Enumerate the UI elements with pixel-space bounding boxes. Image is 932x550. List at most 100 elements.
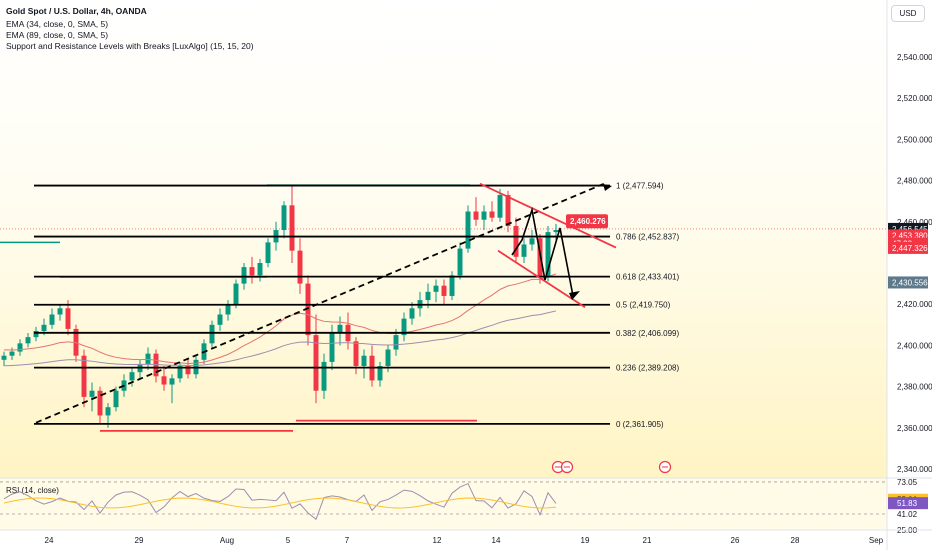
candle-body — [457, 248, 463, 276]
channel-lower-line — [497, 249, 586, 309]
channel-upper-line — [479, 182, 617, 249]
currency-button[interactable]: USD — [891, 5, 925, 22]
price-tick-label: 2,360.000 — [897, 424, 932, 433]
price-tick-label: 2,400.000 — [897, 341, 932, 350]
candle-body — [289, 205, 295, 251]
candle-body — [105, 407, 111, 416]
fib-level-label: 0 (2,361.905) — [616, 420, 664, 429]
candle-body — [513, 225, 519, 257]
candle-body — [313, 335, 319, 391]
candle-body — [465, 211, 471, 249]
fib-level-label: 1 (2,477.594) — [616, 182, 664, 191]
time-tick-label: 26 — [731, 536, 740, 545]
candle-body — [145, 353, 151, 364]
candle-body — [521, 244, 527, 257]
fib-level-label: 0.5 (2,419.750) — [616, 301, 671, 310]
candle-body — [321, 361, 327, 391]
candle-body — [409, 308, 415, 319]
axis-price-label: 2,456.545 — [892, 225, 928, 234]
time-tick-label: 7 — [345, 536, 350, 545]
time-tick-label: Sep — [869, 536, 884, 545]
ema89-line — [3, 310, 557, 367]
price-tick-label: 2,460.000 — [897, 218, 932, 227]
candle-body — [89, 390, 95, 397]
candle-body — [433, 285, 439, 292]
candle-body — [393, 335, 399, 350]
fib-level-label: 0.786 (2,452.837) — [616, 233, 679, 242]
fib-level-label: 0.236 (2,389.208) — [616, 364, 679, 373]
candle-body — [49, 314, 55, 325]
time-tick-label: 21 — [643, 536, 652, 545]
fib-level-label: 0.382 (2,406.099) — [616, 329, 679, 338]
time-tick-label: 29 — [135, 536, 144, 545]
candle-body — [1, 355, 7, 360]
rsi-title: RSI (14, close) — [6, 486, 59, 495]
time-tick-label: 14 — [492, 536, 501, 545]
candle-body — [249, 267, 255, 276]
candle-body — [553, 230, 559, 233]
rsi-ma-line — [3, 497, 557, 509]
candle-body — [337, 324, 343, 334]
rsi-tick-label: 41.02 — [897, 510, 918, 519]
candle-body — [113, 390, 119, 408]
candle-body — [177, 366, 183, 379]
candle-body — [385, 349, 391, 366]
ema89-legend[interactable]: EMA (89, close, 0, SMA, 5) — [6, 30, 109, 40]
candle-body — [305, 283, 311, 336]
candle-body — [57, 308, 63, 315]
price-tick-label: 2,340.000 — [897, 465, 932, 474]
trendline-dashed — [35, 182, 605, 424]
candle-body — [281, 205, 287, 231]
time-tick-label: 28 — [791, 536, 800, 545]
projection-arrowhead — [569, 291, 580, 300]
sr-levels-legend[interactable]: Support and Resistance Levels with Break… — [6, 41, 254, 51]
candle-body — [297, 250, 303, 284]
annotation-price: 2,460.276 — [570, 217, 606, 226]
rsi-tick-label: 73.05 — [897, 478, 918, 487]
candle-body — [33, 330, 39, 338]
candle-body — [257, 263, 263, 276]
candle-body — [169, 378, 175, 385]
candle-body — [25, 337, 31, 344]
axis-price-label-box — [888, 241, 928, 254]
candle-body — [217, 314, 223, 325]
time-tick-label: 19 — [581, 536, 590, 545]
candle-body — [225, 304, 231, 315]
candle-body — [537, 238, 543, 278]
rsi-value-label: 51.83 — [897, 499, 918, 508]
candle-body — [497, 195, 503, 218]
price-tick-label: 2,540.000 — [897, 53, 932, 62]
price-tick-label: 2,380.000 — [897, 383, 932, 392]
symbol-title[interactable]: Gold Spot / U.S. Dollar, 4h, OANDA — [6, 6, 147, 16]
axis-price-label: 2,453.380 — [892, 231, 928, 240]
candle-body — [97, 390, 103, 416]
ema34-line — [3, 273, 557, 364]
candle-body — [81, 355, 87, 397]
candle-body — [425, 291, 431, 301]
axis-price-label-box — [888, 276, 928, 289]
candle-body — [65, 308, 71, 329]
candle-body — [233, 283, 239, 305]
chart-background — [0, 0, 887, 478]
price-tick-label: 2,520.000 — [897, 94, 932, 103]
time-tick-label: 12 — [433, 536, 442, 545]
candle-body — [473, 211, 479, 220]
rsi-background — [0, 478, 887, 530]
trendline-arrowhead — [603, 184, 612, 191]
axis-price-label: 2,447.326 — [892, 244, 928, 253]
ema34-legend[interactable]: EMA (34, close, 0, SMA, 5) — [6, 19, 109, 29]
candle-body — [129, 372, 135, 381]
time-tick-label: 5 — [286, 536, 291, 545]
candle-body — [377, 366, 383, 381]
candle-body — [529, 238, 535, 245]
candle-body — [209, 324, 215, 344]
candle-body — [401, 318, 407, 336]
candle-body — [545, 232, 551, 278]
annotation-box — [566, 214, 608, 229]
candle-body — [185, 366, 191, 375]
price-tick-label: 2,480.000 — [897, 177, 932, 186]
candle-body — [329, 333, 335, 362]
candle-body — [265, 242, 271, 263]
